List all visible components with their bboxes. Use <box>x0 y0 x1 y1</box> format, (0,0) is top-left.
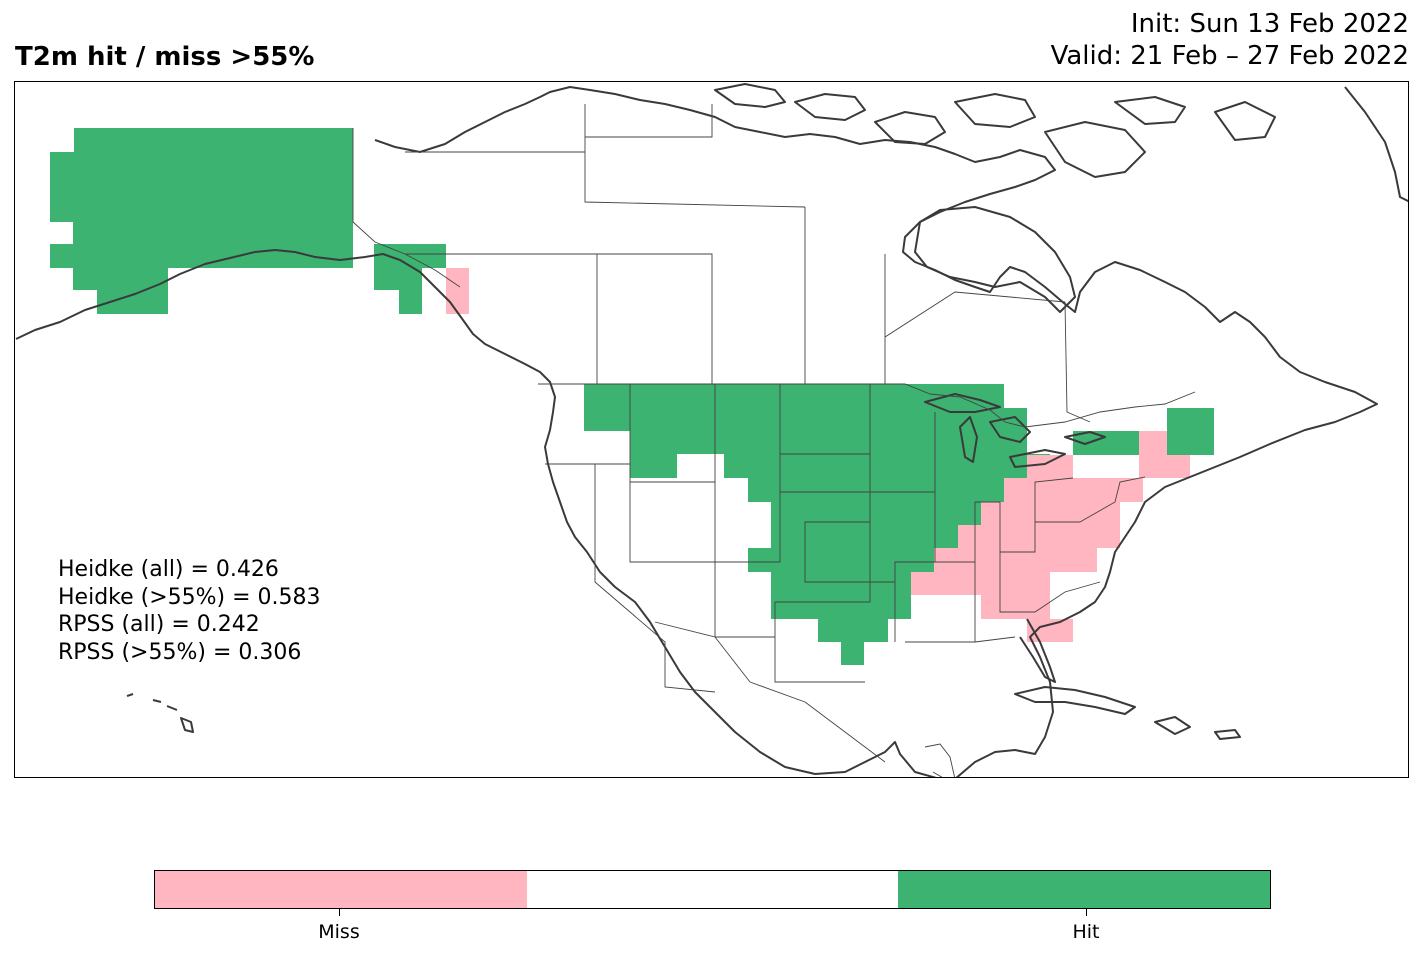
coastline-north-america <box>15 86 1378 777</box>
colorbar-miss <box>155 871 527 908</box>
coastline-greenland <box>1344 86 1408 203</box>
central-america-lines <box>924 743 956 777</box>
alaska-canada-border <box>352 128 461 288</box>
us-canada-border <box>538 383 1196 428</box>
valid-range: Valid: 21 Feb – 27 Feb 2022 <box>1050 41 1409 71</box>
heidke-all: Heidke (all) = 0.426 <box>58 557 279 582</box>
hit-region-central-us <box>584 384 1050 665</box>
map-panel <box>14 81 1409 778</box>
us-state-lines <box>545 384 1146 693</box>
florida <box>1019 618 1056 683</box>
init-date: Init: Sun 13 Feb 2022 <box>1130 9 1409 39</box>
mexico-state-lines <box>654 621 886 763</box>
colorbar <box>154 870 1271 909</box>
hit-region-yukon-coast <box>374 244 446 314</box>
rpss-all: RPSS (all) = 0.242 <box>58 612 260 637</box>
great-lakes <box>924 393 1106 468</box>
miss-region-alaska-panhandle <box>446 268 469 314</box>
miss-region-eastern-us <box>911 431 1190 642</box>
caribbean-islands <box>1014 686 1241 740</box>
hudson-bay <box>914 206 1076 313</box>
rpss-55: RPSS (>55%) = 0.306 <box>58 639 302 665</box>
hit-region-alaska <box>50 128 353 314</box>
hawaii <box>126 693 194 733</box>
colorbar-label-hit: Hit <box>1072 921 1100 943</box>
political-borders <box>352 104 1196 777</box>
hit-region-northern-new-england <box>1167 408 1214 455</box>
canadian-province-lines <box>405 104 1091 423</box>
coastline-arctic-islands <box>714 83 1276 178</box>
heidke-55: Heidke (>55%) = 0.583 <box>58 584 321 610</box>
colorbar-tick-miss <box>339 909 340 916</box>
coastlines <box>15 83 1408 777</box>
colorbar-hit <box>898 871 1271 908</box>
colorbar-label-miss: Miss <box>318 921 360 943</box>
colorbar-neutral <box>526 871 899 908</box>
skill-scores: Heidke (all) = 0.426 Heidke (>55%) = 0.5… <box>58 556 321 666</box>
miss-cells <box>446 268 1190 642</box>
colorbar-tick-hit <box>1086 909 1087 916</box>
map-canvas <box>15 83 1408 777</box>
forecast-dates: Init: Sun 13 Feb 2022 Valid: 21 Feb – 27… <box>1051 8 1409 72</box>
chart-title: T2m hit / miss >55% <box>15 42 315 72</box>
